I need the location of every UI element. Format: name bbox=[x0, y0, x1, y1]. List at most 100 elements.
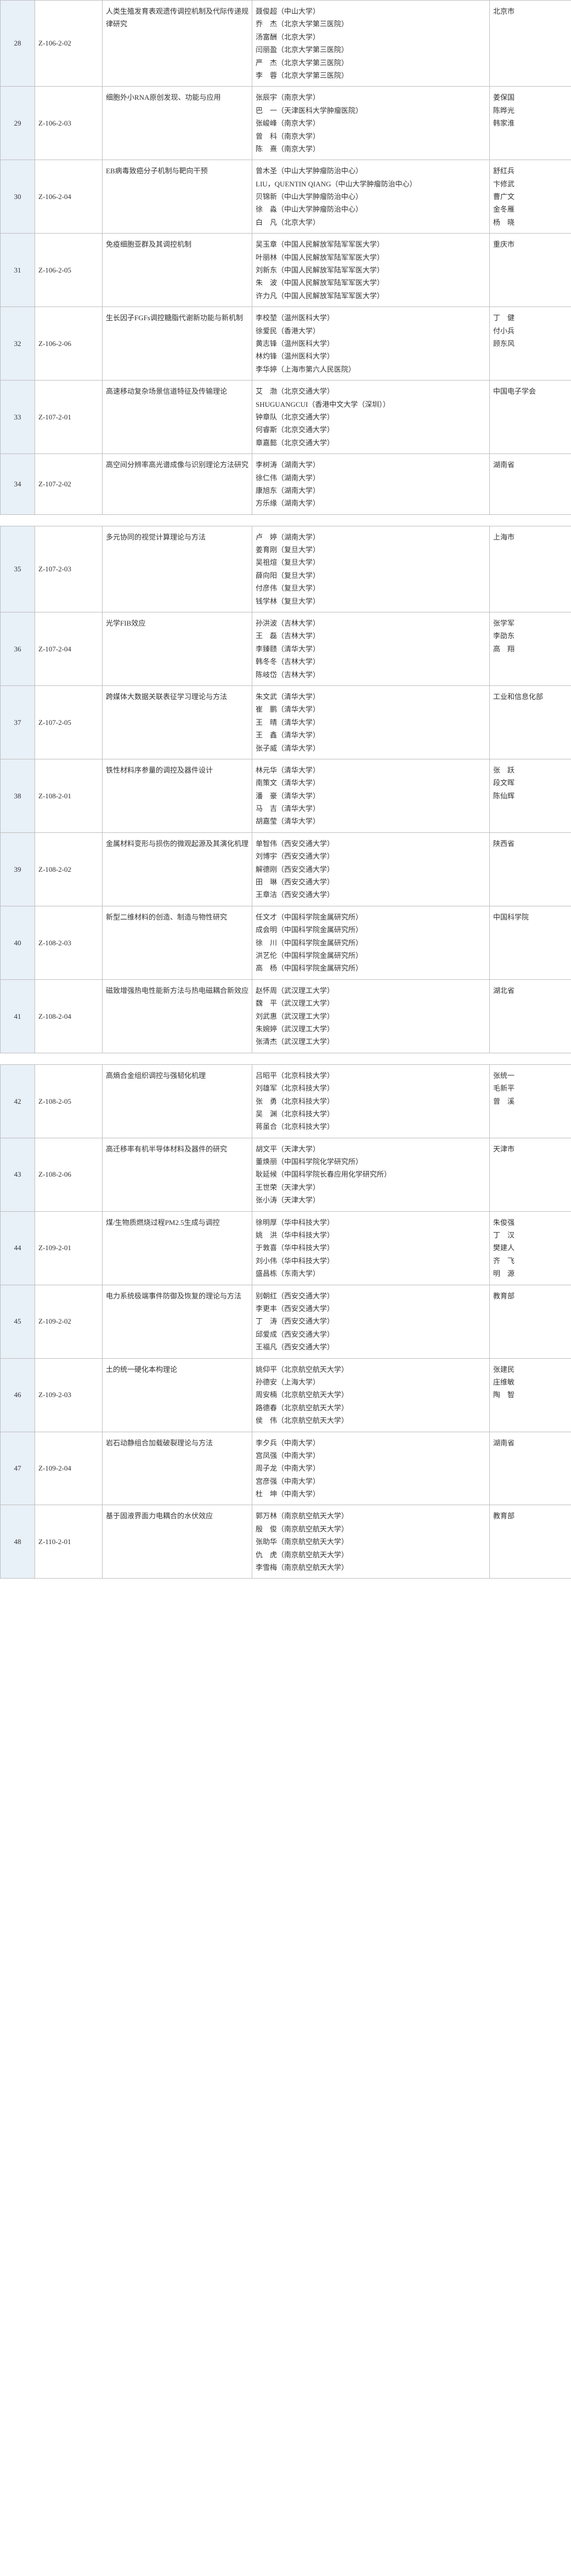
nominator-line: 朱俊强 bbox=[493, 1216, 571, 1229]
table-row: 36Z-107-2-04光学FIB效应孙洪波（吉林大学）王 磊（吉林大学）李臻赜… bbox=[1, 612, 571, 686]
row-number: 47 bbox=[1, 1432, 35, 1505]
person-entry: 陈岐岱（吉林大学） bbox=[256, 668, 486, 681]
person-entry: 侯 伟（北京航空航天大学） bbox=[256, 1414, 486, 1427]
person-entry: 张子威（清华大学） bbox=[256, 742, 486, 754]
person-entry: 刘武惠（武汉理工大学） bbox=[256, 1010, 486, 1023]
nominator-line: 北京市 bbox=[493, 5, 571, 18]
person-entry: 吴 渊（北京科技大学） bbox=[256, 1108, 486, 1120]
nominator-line: 张学军 bbox=[493, 617, 571, 629]
person-entry: 张小涛（天津大学） bbox=[256, 1194, 486, 1206]
table-row: 45Z-109-2-02电力系统极端事件防御及恢复的理论与方法别朝红（西安交通大… bbox=[1, 1285, 571, 1358]
person-entry: 徐 川（中国科学院金属研究所） bbox=[256, 937, 486, 949]
nominator-line: 明 源 bbox=[493, 1267, 571, 1280]
nominator-line: 张统一 bbox=[493, 1069, 571, 1082]
person-entry: 单智伟（西安交通大学） bbox=[256, 837, 486, 850]
person-entry: 高 杨（中国科学院金属研究所） bbox=[256, 962, 486, 974]
person-entry: 任文才（中国科学院金属研究所） bbox=[256, 911, 486, 923]
row-number: 44 bbox=[1, 1211, 35, 1285]
row-number: 40 bbox=[1, 906, 35, 979]
person-entry: SHUGUANGCUI（香港中文大学（深圳）） bbox=[256, 398, 486, 411]
person-entry: 周子龙（中南大学） bbox=[256, 1462, 486, 1474]
nominator: 湖南省 bbox=[490, 454, 571, 515]
person-entry: 徐爱民（香港大学） bbox=[256, 325, 486, 337]
table-row: 39Z-108-2-02金属材料变形与损伤的微观起源及其演化机理单智伟（西安交通… bbox=[1, 832, 571, 906]
table-row: 31Z-106-2-05免疫细胞亚群及其调控机制吴玉章（中国人民解放军陆军军医大… bbox=[1, 234, 571, 307]
project-title: 跨媒体大数据关联表征学习理论与方法 bbox=[103, 685, 252, 759]
row-number: 30 bbox=[1, 160, 35, 234]
nominator-line: 舒红兵 bbox=[493, 164, 571, 177]
people-cell: 林元华（清华大学）南策文（清华大学）潘 豪（清华大学）马 吉（清华大学）胡嘉莹（… bbox=[252, 759, 490, 832]
person-entry: 钟章队（北京交通大学） bbox=[256, 411, 486, 423]
section-gap bbox=[0, 515, 571, 526]
person-entry: 丁 涛（西安交通大学） bbox=[256, 1315, 486, 1327]
project-code: Z-109-2-03 bbox=[35, 1358, 103, 1432]
person-entry: 吕昭平（北京科技大学） bbox=[256, 1069, 486, 1082]
nominator-line: 中国电子学会 bbox=[493, 385, 571, 398]
nominator-line: 湖南省 bbox=[493, 1437, 571, 1449]
nominator-line: 樊建人 bbox=[493, 1241, 571, 1254]
nominator: 朱俊强丁 汉樊建人齐 飞明 源 bbox=[490, 1211, 571, 1285]
person-entry: 李更丰（西安交通大学） bbox=[256, 1302, 486, 1315]
people-cell: 吴玉章（中国人民解放军陆军军医大学）叶丽林（中国人民解放军陆军军医大学）刘新东（… bbox=[252, 234, 490, 307]
project-code: Z-106-2-03 bbox=[35, 87, 103, 160]
person-entry: 解德刚（西安交通大学） bbox=[256, 863, 486, 876]
table-row: 44Z-109-2-01煤/生物质燃烧过程PM2.5生成与调控徐明厚（华中科技大… bbox=[1, 1211, 571, 1285]
nominator: 工业和信息化部 bbox=[490, 685, 571, 759]
nominator: 舒红兵卞修武曹广文金冬雁杨 晓 bbox=[490, 160, 571, 234]
person-entry: 薛向阳（复旦大学） bbox=[256, 569, 486, 582]
nominator: 湖南省 bbox=[490, 1432, 571, 1505]
nominator: 姜保国陈晔光韩家淮 bbox=[490, 87, 571, 160]
person-entry: 王世荣（天津大学） bbox=[256, 1181, 486, 1194]
person-entry: 曾木圣（中山大学肿瘤防治中心） bbox=[256, 164, 486, 177]
person-entry: 成会明（中国科学院金属研究所） bbox=[256, 923, 486, 936]
person-entry: 杜 坤（中南大学） bbox=[256, 1488, 486, 1500]
person-entry: 邱爱成（西安交通大学） bbox=[256, 1328, 486, 1341]
nominator-line: 丁 健 bbox=[493, 311, 571, 324]
project-title: 人类生殖发育表观遗传调控机制及代际传递规律研究 bbox=[103, 1, 252, 87]
person-entry: 钱学林（复旦大学） bbox=[256, 595, 486, 608]
person-entry: 马 吉（清华大学） bbox=[256, 802, 486, 815]
nominator-line: 卞修武 bbox=[493, 178, 571, 190]
person-entry: 胡嘉莹（清华大学） bbox=[256, 815, 486, 827]
nominator: 丁 健付小兵顾东风 bbox=[490, 307, 571, 381]
project-title: 基于固液界面力电耦合的水伏效应 bbox=[103, 1505, 252, 1579]
people-cell: 李夕兵（中南大学）宫凤强（中南大学）周子龙（中南大学）宫彦强（中南大学）杜 坤（… bbox=[252, 1432, 490, 1505]
table-row: 43Z-108-2-06高迁移率有机半导体材料及器件的研究胡文平（天津大学）董焕… bbox=[1, 1138, 571, 1211]
person-entry: 张助华（南京航空航天大学） bbox=[256, 1535, 486, 1548]
person-entry: 韩冬冬（吉林大学） bbox=[256, 655, 486, 668]
row-number: 45 bbox=[1, 1285, 35, 1358]
project-code: Z-107-2-01 bbox=[35, 381, 103, 454]
person-entry: 姚 洪（华中科技大学） bbox=[256, 1229, 486, 1241]
person-entry: 李夕兵（中南大学） bbox=[256, 1437, 486, 1449]
person-entry: 方乐缘（湖南大学） bbox=[256, 497, 486, 509]
project-code: Z-107-2-05 bbox=[35, 685, 103, 759]
project-code: Z-108-2-02 bbox=[35, 832, 103, 906]
nominator: 张学军李劭东高 翔 bbox=[490, 612, 571, 686]
nominator-line: 金冬雁 bbox=[493, 203, 571, 215]
person-entry: 艾 渤（北京交通大学） bbox=[256, 385, 486, 398]
person-entry: 张峻峰（南京大学） bbox=[256, 117, 486, 129]
person-entry: 严 杰（北京大学第三医院） bbox=[256, 56, 486, 69]
project-title: 高速移动复杂场景信道特征及传输理论 bbox=[103, 381, 252, 454]
project-code: Z-108-2-01 bbox=[35, 759, 103, 832]
person-entry: 别朝红（西安交通大学） bbox=[256, 1290, 486, 1302]
nominator: 北京市 bbox=[490, 1, 571, 87]
nominator: 湖北省 bbox=[490, 979, 571, 1053]
person-entry: 李雪梅（南京航空航天大学） bbox=[256, 1561, 486, 1574]
person-entry: 张 勇（北京科技大学） bbox=[256, 1095, 486, 1108]
people-cell: 曾木圣（中山大学肿瘤防治中心）LIU，QUENTIN QIANG（中山大学肿瘤防… bbox=[252, 160, 490, 234]
person-entry: 徐明厚（华中科技大学） bbox=[256, 1216, 486, 1229]
person-entry: 李树涛（湖南大学） bbox=[256, 458, 486, 471]
nominator-line: 教育部 bbox=[493, 1290, 571, 1302]
person-entry: 田 琳（西安交通大学） bbox=[256, 876, 486, 888]
nominator: 张统一毛新平曾 溪 bbox=[490, 1064, 571, 1138]
person-entry: 路德春（北京航空航天大学） bbox=[256, 1402, 486, 1414]
project-title: 多元协同的视觉计算理论与方法 bbox=[103, 526, 252, 612]
project-title: 土的统一硬化本构理论 bbox=[103, 1358, 252, 1432]
project-code: Z-108-2-04 bbox=[35, 979, 103, 1053]
nominator-line: 段文晖 bbox=[493, 776, 571, 789]
person-entry: 赵怀周（武汉理工大学） bbox=[256, 984, 486, 997]
people-cell: 李校堃（温州医科大学）徐爱民（香港大学）黄志锋（温州医科大学）林灼锋（温州医科大… bbox=[252, 307, 490, 381]
person-entry: 黄志锋（温州医科大学） bbox=[256, 337, 486, 350]
person-entry: 王 晴（清华大学） bbox=[256, 716, 486, 729]
